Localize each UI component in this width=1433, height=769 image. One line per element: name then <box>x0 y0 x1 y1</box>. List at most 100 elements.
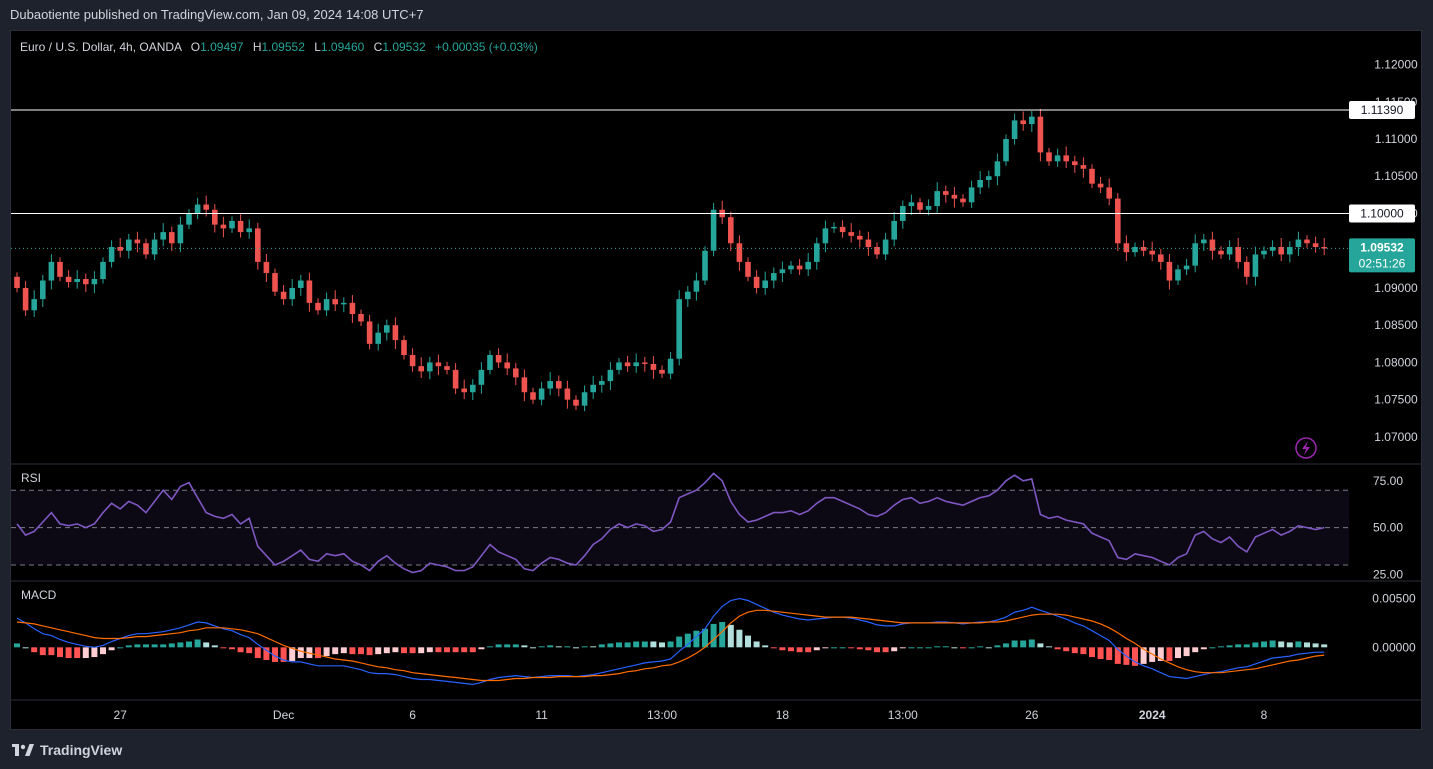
candle-body[interactable] <box>1097 183 1104 188</box>
candle-body[interactable] <box>1072 161 1078 166</box>
candle-body[interactable] <box>951 194 958 199</box>
candle-body[interactable] <box>1235 247 1241 262</box>
candle-body[interactable] <box>616 362 622 370</box>
candle-body[interactable] <box>685 291 691 300</box>
candle-body[interactable] <box>642 362 648 364</box>
candle-body[interactable] <box>908 202 915 207</box>
candle-body[interactable] <box>1261 250 1267 255</box>
candle-body[interactable] <box>177 224 184 244</box>
tradingview-logo[interactable]: TradingView <box>12 742 122 758</box>
candle-body[interactable] <box>401 340 407 355</box>
candle-body[interactable] <box>986 176 992 180</box>
candle-body[interactable] <box>943 191 949 195</box>
candle-body[interactable] <box>91 279 98 285</box>
candle-body[interactable] <box>100 261 106 280</box>
candle-body[interactable] <box>667 358 674 374</box>
candle-body[interactable] <box>788 265 794 270</box>
candle-body[interactable] <box>882 239 889 255</box>
candle-body[interactable] <box>556 381 562 389</box>
candle-body[interactable] <box>865 239 872 247</box>
candle-body[interactable] <box>504 362 510 369</box>
candle-body[interactable] <box>917 202 923 210</box>
candle-body[interactable] <box>1321 247 1327 249</box>
candle-body[interactable] <box>762 280 768 288</box>
candle-body[interactable] <box>478 369 485 385</box>
candle-body[interactable] <box>702 250 708 281</box>
candle-body[interactable] <box>1175 269 1181 281</box>
candle-body[interactable] <box>1183 265 1190 270</box>
candle-body[interactable] <box>418 366 424 372</box>
candle-body[interactable] <box>1011 120 1018 139</box>
candle-body[interactable] <box>255 228 261 262</box>
candle-body[interactable] <box>891 220 897 240</box>
candle-body[interactable] <box>186 213 192 225</box>
candle-body[interactable] <box>384 325 390 333</box>
candle-body[interactable] <box>1080 165 1087 169</box>
candle-body[interactable] <box>814 243 820 262</box>
candle-body[interactable] <box>1106 187 1112 199</box>
candle-body[interactable] <box>1123 243 1130 253</box>
candle-body[interactable] <box>633 362 639 367</box>
candle-body[interactable] <box>874 247 880 255</box>
candle-body[interactable] <box>332 299 338 305</box>
candle-body[interactable] <box>530 392 536 400</box>
candle-body[interactable] <box>143 243 149 255</box>
candle-body[interactable] <box>169 232 175 244</box>
symbol-name[interactable]: Euro / U.S. Dollar, 4h, OANDA <box>20 40 182 54</box>
candle-body[interactable] <box>341 302 347 305</box>
candle-body[interactable] <box>599 381 605 385</box>
candle-body[interactable] <box>994 161 1001 177</box>
candle-body[interactable] <box>1046 152 1052 162</box>
candle-body[interactable] <box>960 198 966 203</box>
candle-body[interactable] <box>1037 116 1044 153</box>
candle-body[interactable] <box>805 261 811 270</box>
candle-body[interactable] <box>392 325 399 341</box>
candle-body[interactable] <box>40 280 46 300</box>
candle-body[interactable] <box>1278 247 1284 255</box>
candle-body[interactable] <box>306 280 313 303</box>
lightning-icon[interactable] <box>1295 437 1317 459</box>
candle-body[interactable] <box>676 299 682 359</box>
candle-body[interactable] <box>452 369 459 389</box>
candle-body[interactable] <box>779 269 786 274</box>
candle-body[interactable] <box>375 332 381 344</box>
candle-body[interactable] <box>745 261 751 277</box>
candle-body[interactable] <box>771 273 777 281</box>
candle-body[interactable] <box>14 276 20 288</box>
candle-body[interactable] <box>298 280 304 288</box>
candle-body[interactable] <box>977 179 983 188</box>
candle-body[interactable] <box>1132 247 1138 253</box>
candle-body[interactable] <box>409 355 416 367</box>
candle-body[interactable] <box>444 366 450 370</box>
candle-body[interactable] <box>134 239 141 244</box>
candle-body[interactable] <box>1029 116 1035 125</box>
candle-body[interactable] <box>736 243 743 262</box>
candle-body[interactable] <box>470 384 476 393</box>
candle-body[interactable] <box>22 287 29 311</box>
candle-body[interactable] <box>31 299 37 311</box>
chart-frame[interactable]: 1.120001.115001.110001.105001.100001.090… <box>10 30 1422 730</box>
candle-body[interactable] <box>1287 247 1293 255</box>
candle-body[interactable] <box>573 399 579 406</box>
macd-line[interactable] <box>16 597 1325 686</box>
candle-body[interactable] <box>1115 198 1121 244</box>
candle-body[interactable] <box>1269 247 1276 251</box>
candle-body[interactable] <box>461 388 467 393</box>
candle-body[interactable] <box>624 362 631 367</box>
candle-body[interactable] <box>272 273 278 292</box>
candle-body[interactable] <box>126 239 132 251</box>
candle-body[interactable] <box>728 217 734 244</box>
candle-body[interactable] <box>220 224 227 229</box>
candle-body[interactable] <box>753 276 760 288</box>
candle-body[interactable] <box>1003 139 1009 162</box>
candle-body[interactable] <box>934 191 940 207</box>
candle-body[interactable] <box>547 381 553 389</box>
candle-body[interactable] <box>1252 254 1259 277</box>
candle-body[interactable] <box>581 392 588 406</box>
candle-body[interactable] <box>607 369 614 382</box>
candle-body[interactable] <box>117 247 123 251</box>
candle-body[interactable] <box>194 204 201 214</box>
candle-body[interactable] <box>108 247 115 262</box>
candle-body[interactable] <box>1149 250 1155 255</box>
candle-body[interactable] <box>160 232 166 240</box>
